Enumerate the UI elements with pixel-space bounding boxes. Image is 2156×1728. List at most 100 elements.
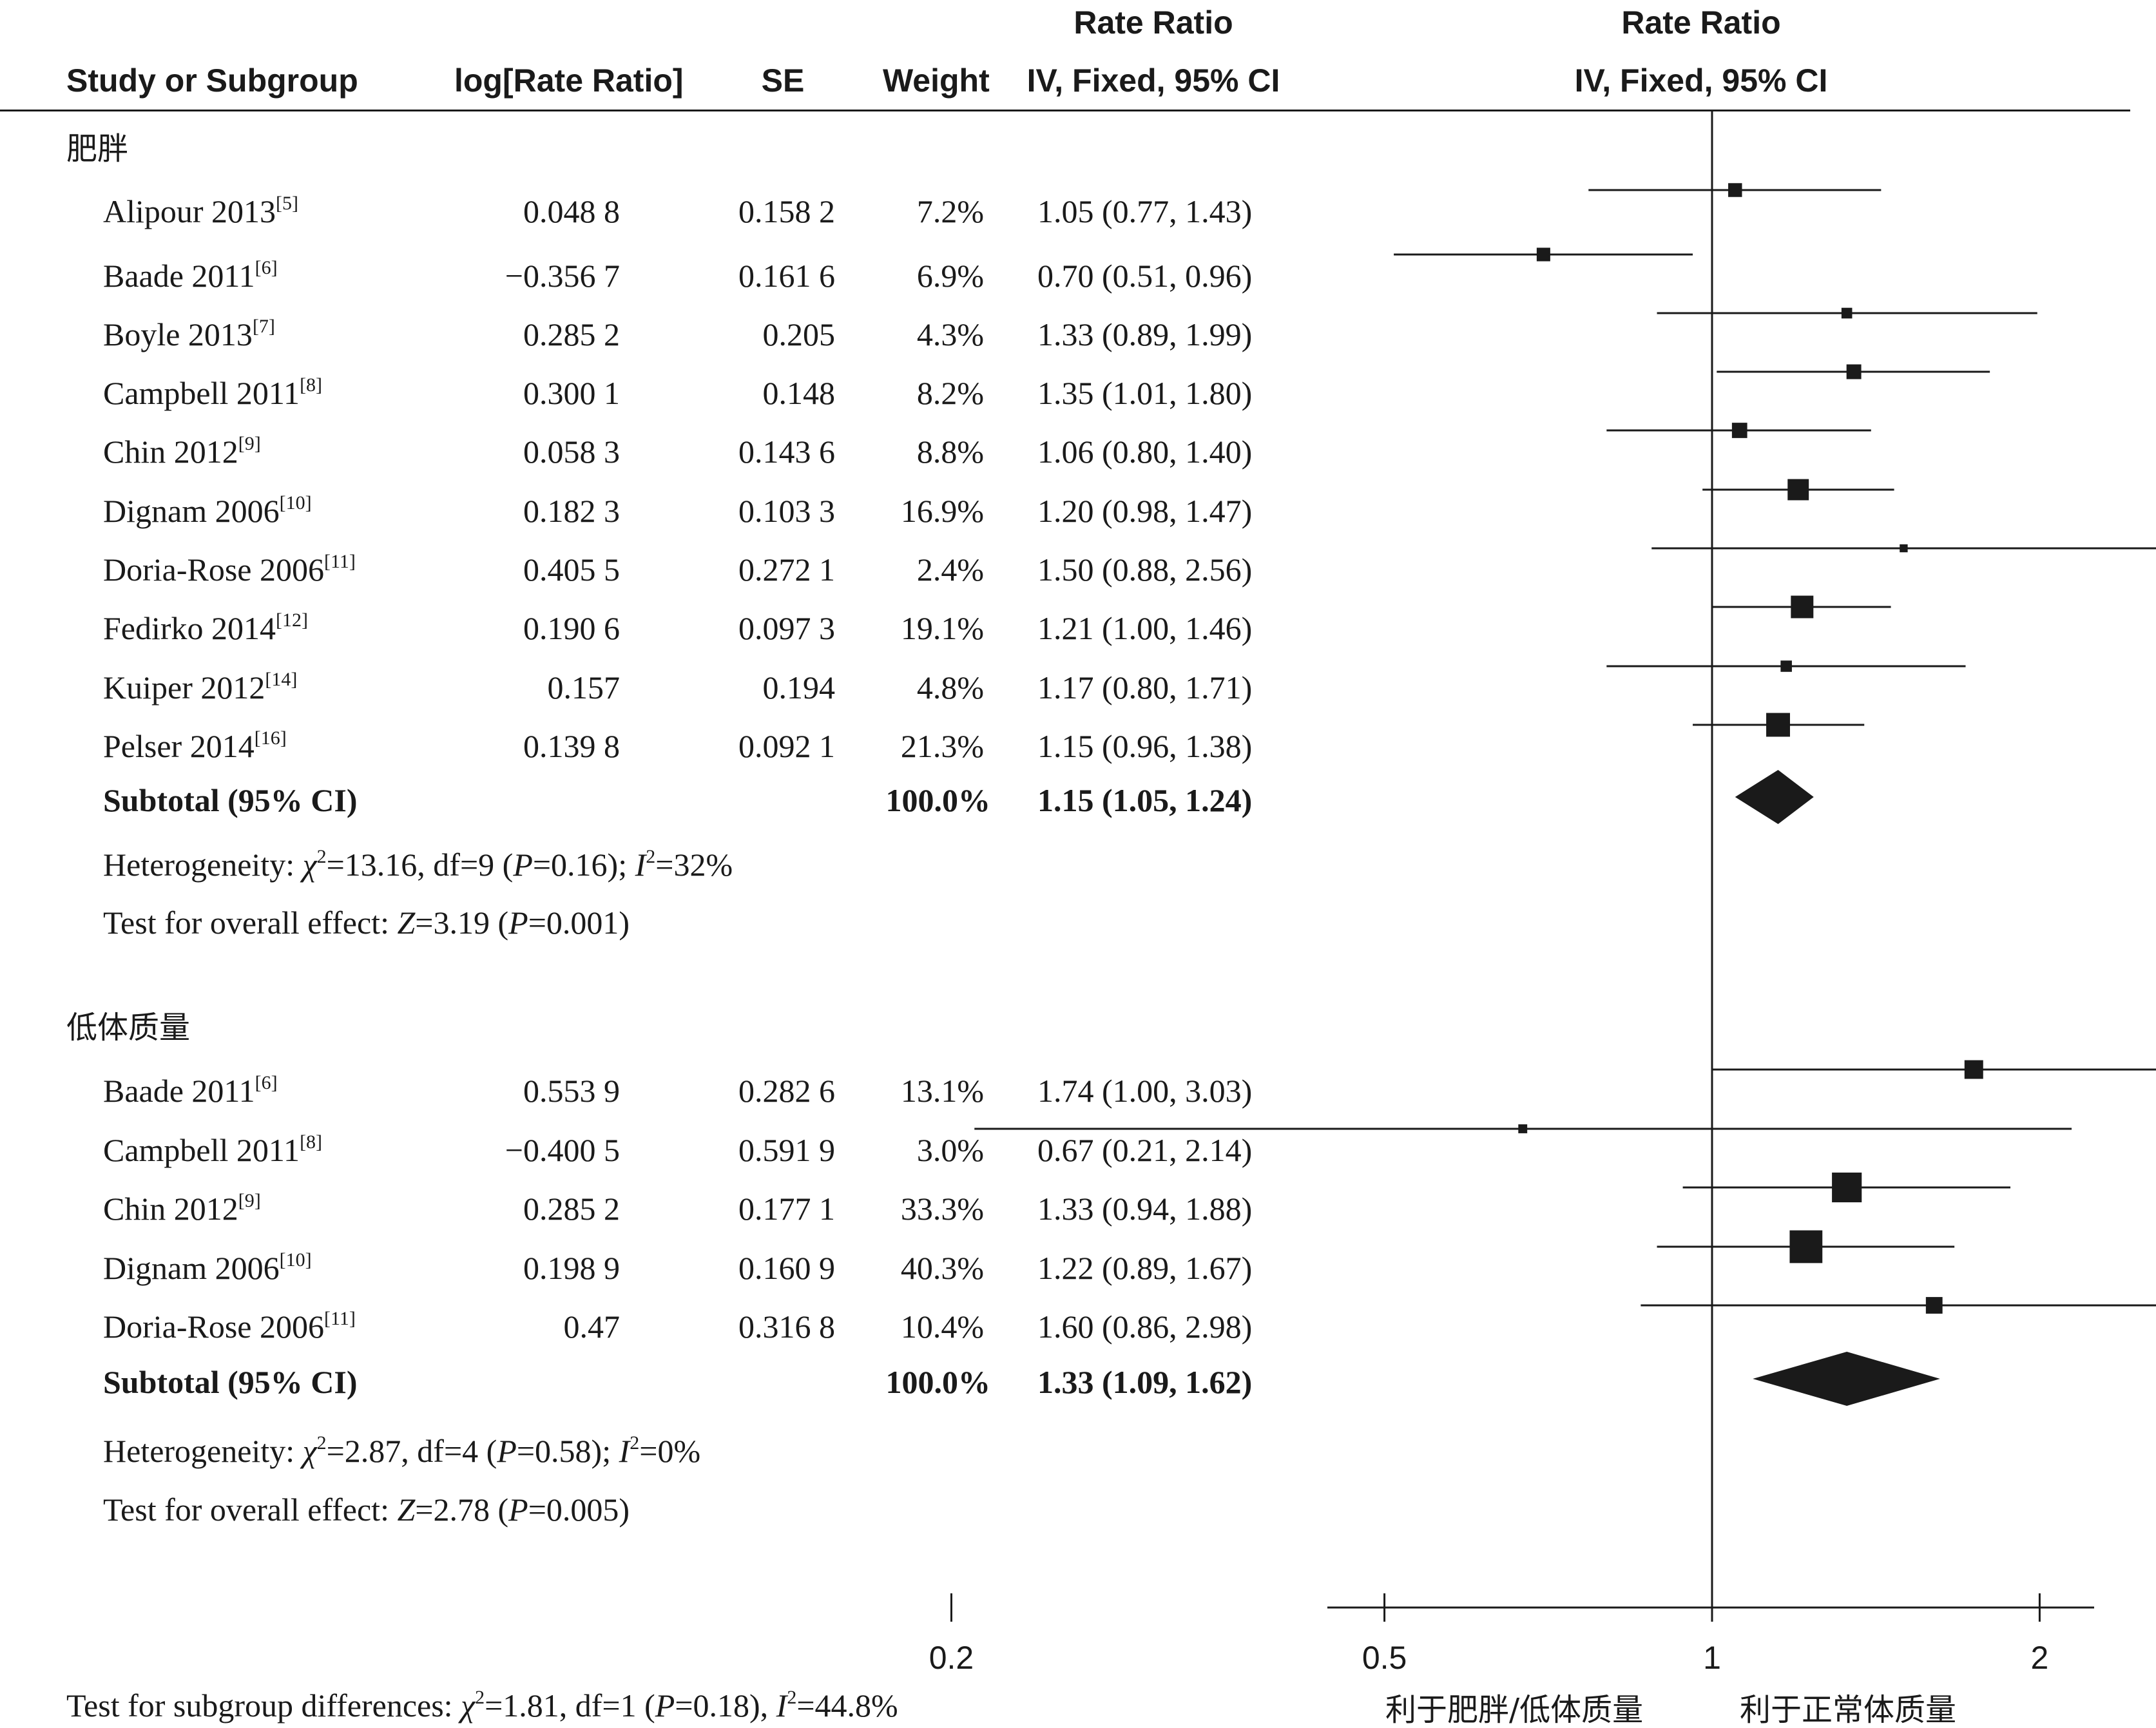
study-log-rr: 0.058 3 xyxy=(523,434,620,470)
header-rr-method: IV, Fixed, 95% CI xyxy=(1026,62,1280,99)
study-weight: 6.9% xyxy=(916,258,984,294)
study-ref: [8] xyxy=(300,374,323,396)
heterogeneity-text-p-val: =0.16); xyxy=(532,847,635,883)
point-estimate xyxy=(1900,544,1908,553)
study-ref: [11] xyxy=(324,1308,356,1329)
point-estimate xyxy=(1728,183,1742,197)
overall-effect-text-z: Z xyxy=(397,905,416,941)
heterogeneity-text-p: P xyxy=(497,1433,517,1469)
study-weight: 2.4% xyxy=(916,552,984,588)
study-log-rr: −0.400 5 xyxy=(505,1132,620,1168)
study-ref: [12] xyxy=(276,610,309,631)
study-se: 0.158 2 xyxy=(738,193,835,229)
header-weight: Weight xyxy=(883,62,990,99)
study-ci: 1.06 (0.80, 1.40) xyxy=(1037,434,1253,470)
subgroup-differences-text-chi: χ xyxy=(461,1687,476,1723)
subgroup-title: 低体质量 xyxy=(66,1010,191,1046)
study-ci: 1.17 (0.80, 1.71) xyxy=(1037,669,1253,706)
overall-effect-text-p: P xyxy=(508,1492,528,1528)
study-log-rr: −0.356 7 xyxy=(505,258,620,294)
point-estimate xyxy=(1731,423,1747,438)
heterogeneity-text-i-sup: 2 xyxy=(646,846,656,867)
study-se: 0.205 xyxy=(762,316,836,352)
study-ci: 1.60 (0.86, 2.98) xyxy=(1037,1309,1253,1345)
subtotal-weight: 100.0% xyxy=(885,782,991,818)
study-weight: 40.3% xyxy=(900,1250,984,1286)
study-se: 0.148 xyxy=(762,375,836,411)
study-ref: [6] xyxy=(255,257,278,278)
study-weight: 13.1% xyxy=(900,1073,984,1109)
study-name: Chin 2012[9] xyxy=(103,433,261,468)
subgroup-title: 肥胖 xyxy=(66,131,129,167)
study-label: Kuiper 2012 xyxy=(103,669,265,706)
overall-effect-text: Test for overall effect: Z=3.19 (P=0.001… xyxy=(103,907,630,939)
subgroup-differences-text: Test for subgroup differences: χ2=1.81, … xyxy=(66,1687,898,1723)
subtotal-diamond xyxy=(1735,770,1814,824)
heterogeneity-text-chi-val: =2.87, df=4 ( xyxy=(326,1433,497,1469)
point-estimate xyxy=(1789,1230,1823,1263)
overall-effect-text-z-val: =2.78 ( xyxy=(415,1492,509,1528)
study-log-rr: 0.553 9 xyxy=(523,1073,620,1109)
study-name: Baade 2011[6] xyxy=(103,1072,278,1108)
study-log-rr: 0.139 8 xyxy=(523,728,620,764)
point-estimate xyxy=(1846,364,1862,379)
study-ci: 0.70 (0.51, 0.96) xyxy=(1037,258,1253,294)
study-log-rr: 0.405 5 xyxy=(523,552,620,588)
study-log-rr: 0.285 2 xyxy=(523,1191,620,1227)
subtotal-diamond xyxy=(1753,1352,1940,1406)
heterogeneity-text-i: I xyxy=(635,847,646,883)
study-name: Kuiper 2012[14] xyxy=(103,669,297,706)
x-tick-label: 2 xyxy=(2031,1640,2049,1676)
study-weight: 21.3% xyxy=(900,728,984,764)
study-label: Dignam 2006 xyxy=(103,493,280,529)
study-ci: 1.15 (0.96, 1.38) xyxy=(1037,728,1253,764)
study-name: Campbell 2011[8] xyxy=(103,374,323,410)
subgroup-differences-text-p: P xyxy=(655,1687,675,1723)
study-se: 0.282 6 xyxy=(738,1073,835,1109)
study-ci: 1.33 (0.94, 1.88) xyxy=(1037,1191,1253,1227)
study-weight: 8.2% xyxy=(916,375,984,411)
point-estimate xyxy=(1832,1172,1862,1203)
overall-effect-text-z: Z xyxy=(397,1492,416,1528)
study-ref: [9] xyxy=(238,433,261,454)
heterogeneity-text-i: I xyxy=(619,1433,630,1469)
study-weight: 33.3% xyxy=(900,1191,984,1227)
study-label: Doria-Rose 2006 xyxy=(103,552,324,588)
subtotal-ci: 1.33 (1.09, 1.62) xyxy=(1037,1364,1253,1400)
heterogeneity-text-sup: 2 xyxy=(316,846,327,867)
study-ref: [9] xyxy=(238,1190,261,1211)
study-weight: 4.8% xyxy=(916,669,984,706)
study-log-rr: 0.198 9 xyxy=(523,1250,620,1286)
study-se: 0.143 6 xyxy=(738,434,835,470)
study-label: Boyle 2013 xyxy=(103,316,253,352)
study-ref: [16] xyxy=(254,727,287,749)
study-se: 0.591 9 xyxy=(738,1132,835,1168)
heterogeneity-text-chi: χ xyxy=(302,847,317,883)
study-label: Pelser 2014 xyxy=(103,728,255,764)
study-se: 0.161 6 xyxy=(738,258,835,294)
subgroup-differences-text-sup: 2 xyxy=(475,1687,485,1708)
point-estimate xyxy=(1791,595,1814,619)
subgroup-differences-text-chi-val: =1.81, df=1 ( xyxy=(485,1687,655,1723)
study-se: 0.092 1 xyxy=(738,728,835,764)
point-estimate xyxy=(1518,1124,1528,1133)
study-ref: [6] xyxy=(255,1072,278,1093)
heterogeneity-text-chi-val: =13.16, df=9 ( xyxy=(326,847,514,883)
subtotal-label: Subtotal (95% CI) xyxy=(103,782,358,818)
study-name: Dignam 2006[10] xyxy=(103,1249,312,1285)
study-label: Alipour 2013 xyxy=(103,193,276,229)
study-name: Baade 2011[6] xyxy=(103,257,278,293)
header-plot-method: IV, Fixed, 95% CI xyxy=(1574,62,1828,99)
x-label-left: 利于肥胖/低体质量 xyxy=(1385,1692,1644,1728)
study-weight: 7.2% xyxy=(916,193,984,229)
study-ci: 1.74 (1.00, 3.03) xyxy=(1037,1073,1253,1109)
x-tick-label: 0.5 xyxy=(1362,1640,1407,1676)
x-tick-label: 0.2 xyxy=(929,1640,974,1676)
study-name: Doria-Rose 2006[11] xyxy=(103,552,356,588)
study-ref: [10] xyxy=(279,1249,312,1271)
study-label: Doria-Rose 2006 xyxy=(103,1309,324,1345)
study-log-rr: 0.157 xyxy=(547,669,621,706)
study-log-rr: 0.285 2 xyxy=(523,316,620,352)
x-label-right: 利于正常体质量 xyxy=(1740,1692,1957,1728)
